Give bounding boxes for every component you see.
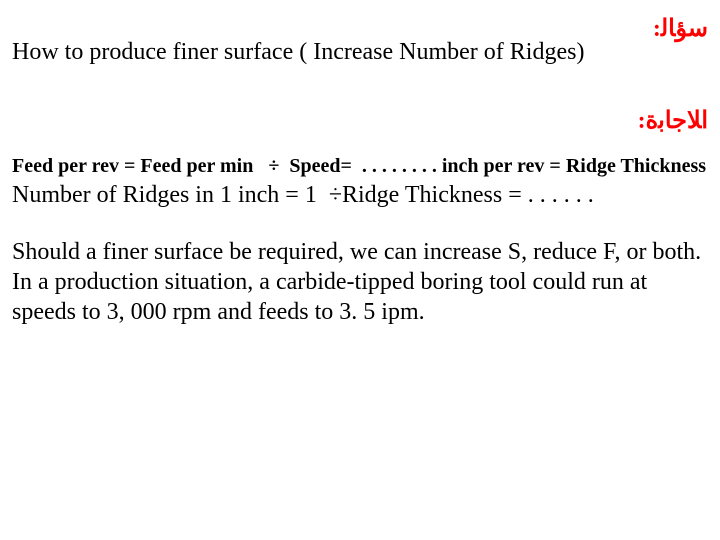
question-block: ﺳﺆﺎﻟ: How to produce finer surface ( Inc… xyxy=(12,14,708,66)
ridge-count-line: Number of Ridges in 1 inch = 1 ÷Ridge Th… xyxy=(12,182,708,209)
explanation-paragraph: Should a finer surface be required, we c… xyxy=(12,237,708,327)
answer-label-arabic: ﺍﻼﺟﺎﺑﺓ: xyxy=(12,106,708,135)
formula-line: Feed per rev = Feed per min ÷ Speed= . .… xyxy=(12,155,708,178)
question-text: How to produce finer surface ( Increase … xyxy=(12,39,708,66)
